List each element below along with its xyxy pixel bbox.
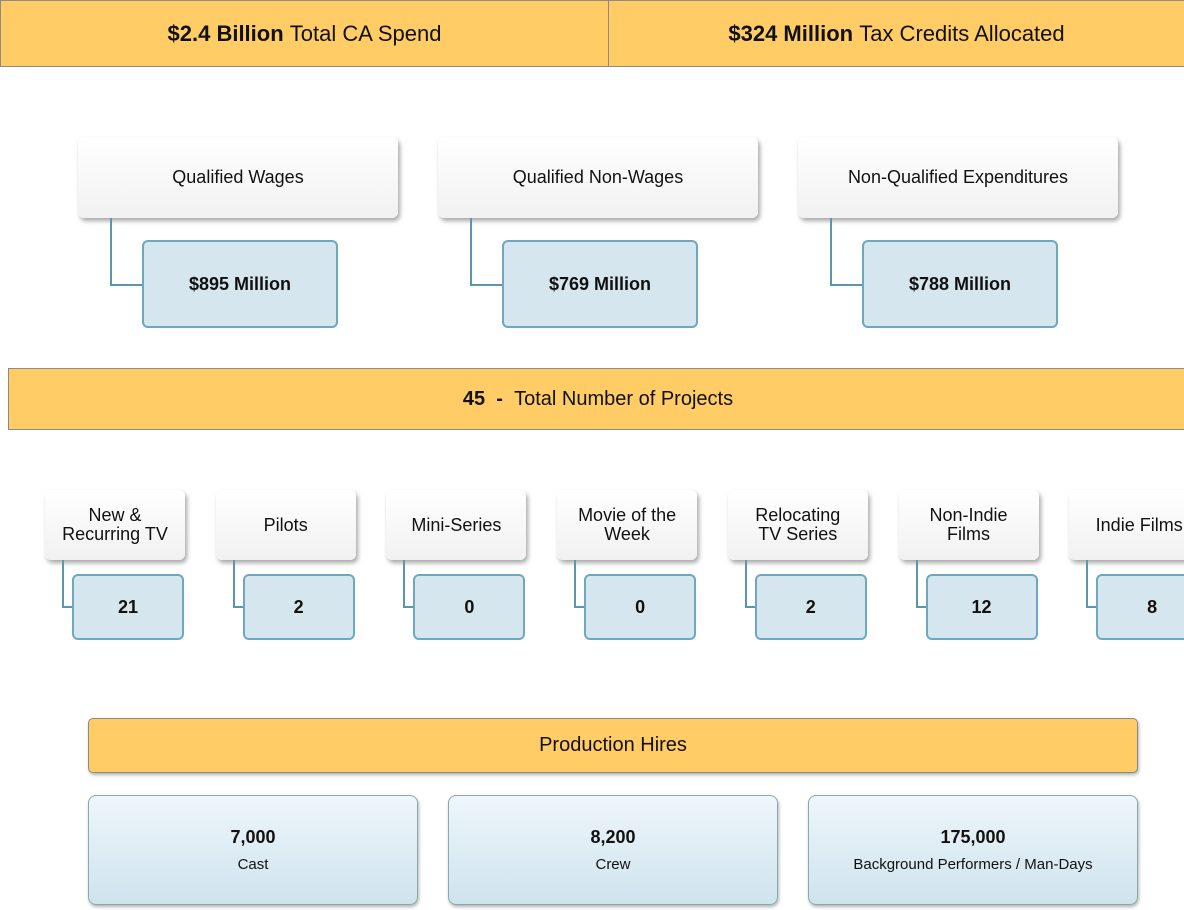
spend-card: Non-Qualified Expenditures [798, 137, 1118, 218]
hire-label: Background Performers / Man-Days [853, 856, 1093, 873]
project-card: Non-Indie Films [898, 490, 1039, 560]
connector [62, 560, 74, 608]
project-card: Relocating TV Series [727, 490, 868, 560]
title: Production Hires [539, 734, 687, 756]
project-card: Mini-Series [386, 490, 527, 560]
connector [110, 218, 144, 286]
hire-value: 8,200 [590, 827, 636, 847]
connector [915, 560, 928, 608]
hire-value: 7,000 [230, 827, 276, 847]
connector [1086, 560, 1099, 608]
connector [744, 560, 757, 608]
connector [232, 560, 245, 608]
spend-value: $788 Million [862, 240, 1058, 328]
project-value: 0 [584, 574, 697, 640]
spend-card: Qualified Wages [78, 137, 398, 218]
hires-banner: Production Hires [88, 718, 1138, 773]
header-left: $2.4 Billion Total CA Spend [0, 0, 609, 67]
amount: $2.4 Billion [167, 20, 284, 46]
label: Tax Credits Allocated [859, 20, 1065, 46]
project-value: 12 [925, 574, 1038, 640]
project-value: 2 [754, 574, 867, 640]
project-card: Indie Films [1069, 490, 1184, 560]
label: Total CA Spend [289, 20, 442, 46]
project-card: Pilots [215, 490, 356, 560]
hire-box: 175,000 Background Performers / Man-Days [808, 795, 1138, 905]
project-value: 21 [72, 574, 184, 640]
header-right: $324 Million Tax Credits Allocated [608, 0, 1184, 67]
connector [470, 218, 504, 286]
project-value: 2 [242, 574, 355, 640]
connector [830, 218, 864, 286]
hire-box: 8,200 Crew [448, 795, 778, 905]
spend-card: Qualified Non-Wages [438, 137, 758, 218]
connector [574, 560, 587, 608]
connector [403, 560, 416, 608]
project-value: 8 [1096, 574, 1184, 640]
hire-box: 7,000 Cast [88, 795, 418, 905]
project-card: Movie of the Week [557, 490, 698, 560]
hire-label: Cast [237, 856, 269, 873]
spend-value: $895 Million [142, 240, 338, 328]
project-value: 0 [413, 574, 526, 640]
projects-banner: 45 - Total Number of Projects [8, 368, 1184, 430]
amount: $324 Million [728, 20, 854, 46]
total: 45 [462, 387, 486, 410]
label: Total Number of Projects [514, 387, 734, 410]
separator: - [496, 387, 503, 410]
hire-value: 175,000 [940, 827, 1006, 847]
project-card: New & Recurring TV [45, 490, 185, 560]
spend-value: $769 Million [502, 240, 698, 328]
hire-label: Crew [595, 856, 631, 873]
